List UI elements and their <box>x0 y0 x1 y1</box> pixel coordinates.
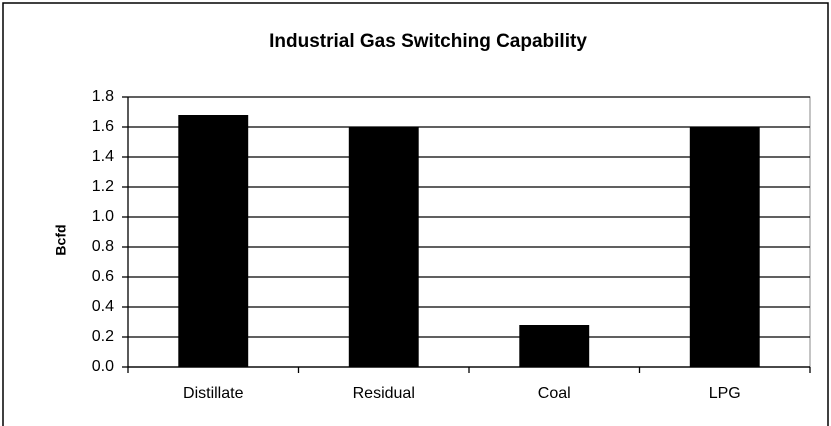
bar <box>348 127 419 367</box>
y-tick-label: 0.8 <box>92 238 114 255</box>
bar <box>689 127 760 367</box>
y-tick-label: 1.8 <box>92 88 114 105</box>
x-tick-label: LPG <box>709 385 741 402</box>
chart-title: Industrial Gas Switching Capability <box>269 31 587 52</box>
y-tick-label: 1.0 <box>92 208 114 225</box>
x-tick-label: Coal <box>538 385 571 402</box>
y-tick-label: 0.6 <box>92 268 114 285</box>
y-tick-label: 0.4 <box>92 298 114 315</box>
y-tick-label: 1.4 <box>92 148 114 165</box>
y-tick-label: 1.6 <box>92 118 114 135</box>
y-tick-label: 0.2 <box>92 328 114 345</box>
y-axis-label: Bcfd <box>53 224 69 255</box>
bar <box>519 325 590 367</box>
bar <box>178 115 249 367</box>
x-tick-label: Residual <box>353 385 415 402</box>
x-tick-label: Distillate <box>183 385 244 402</box>
y-tick-label: 0.0 <box>92 358 114 375</box>
y-tick-label: 1.2 <box>92 178 114 195</box>
